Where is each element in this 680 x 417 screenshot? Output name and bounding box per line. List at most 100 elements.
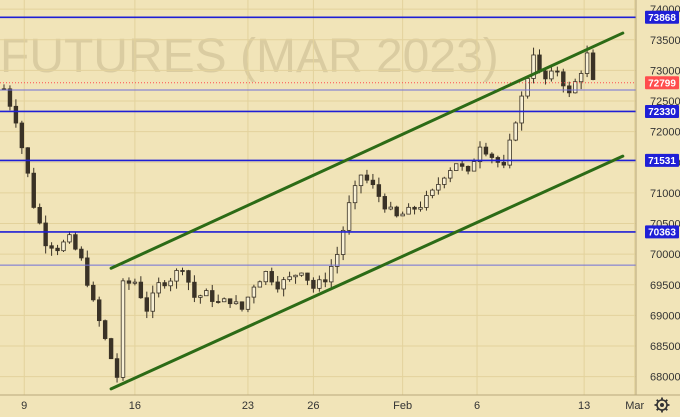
trend-channel-line[interactable] — [109, 154, 625, 391]
candle-body — [364, 174, 370, 181]
candle-body — [477, 146, 483, 162]
candle-body — [531, 54, 536, 79]
time-tick-label: 9 — [21, 400, 27, 412]
candle-body — [471, 161, 477, 172]
price-tick-label: 68500 — [650, 341, 680, 353]
candle-body — [239, 301, 245, 310]
candle-body — [418, 207, 423, 210]
candle-body — [227, 298, 233, 305]
candle-body — [561, 71, 566, 87]
time-tick-label: 16 — [129, 400, 141, 412]
candle-body — [406, 206, 411, 215]
candle-body — [102, 320, 108, 339]
candle-body — [448, 170, 453, 179]
candle-body — [323, 279, 328, 283]
level-price-flag — [645, 153, 679, 167]
last-price-flag-label: 72799 — [648, 78, 676, 89]
candle-body — [156, 282, 161, 294]
candle-body — [186, 270, 191, 283]
candle-body — [305, 272, 310, 281]
candle-body — [293, 274, 298, 278]
candle-body — [31, 172, 36, 208]
time-tick-label: Mar — [625, 400, 644, 412]
candle-body — [114, 358, 120, 378]
candle-body — [204, 290, 209, 297]
candle-body — [334, 254, 340, 267]
candle-body — [424, 195, 429, 208]
level-price-flag-label: 71531 — [648, 156, 676, 167]
candle-body — [573, 81, 578, 94]
candle-body — [43, 222, 48, 247]
candle-body — [91, 284, 96, 301]
candle-body — [382, 196, 387, 210]
candle-body — [376, 184, 382, 197]
candle-body — [525, 78, 530, 97]
candle-body — [37, 207, 42, 224]
candle-body — [138, 281, 144, 299]
candle-body — [352, 185, 358, 204]
candle-body — [126, 280, 132, 284]
candle-body — [507, 139, 512, 166]
candle-body — [269, 271, 274, 283]
time-tick-label: 23 — [242, 400, 254, 412]
candle-body — [311, 279, 316, 289]
price-tick-label: 72000 — [650, 127, 680, 139]
price-tick-label: 68000 — [650, 372, 680, 384]
candle-body — [317, 279, 322, 289]
candle-body — [19, 122, 25, 149]
last-price-flag — [645, 76, 679, 90]
candle-body — [519, 95, 524, 124]
candle-body — [555, 70, 560, 73]
price-tick-label: 73000 — [650, 65, 680, 77]
trend-channel-line[interactable] — [109, 31, 625, 270]
candle-body — [162, 282, 167, 287]
candle-body — [85, 257, 90, 286]
settings-gear-icon[interactable] — [654, 397, 670, 413]
candle-body — [412, 206, 417, 210]
candle-body — [578, 73, 584, 83]
candle-body — [108, 338, 114, 360]
candle-body — [233, 301, 239, 305]
candle-body — [7, 88, 13, 107]
candle-body — [329, 266, 334, 283]
symbol-watermark: FUTURES (MAR 2023) — [0, 30, 499, 83]
candle-body — [221, 298, 227, 303]
level-price-flag-label: 70363 — [648, 228, 676, 239]
candle-body — [590, 52, 596, 80]
candle-body — [97, 299, 102, 322]
candle-body — [394, 206, 399, 217]
time-tick-label: 26 — [307, 400, 319, 412]
candle-body — [537, 54, 542, 72]
candle-body — [144, 297, 149, 312]
candle-body — [483, 146, 489, 155]
candle-body — [584, 52, 590, 74]
price-tick-label: 70000 — [650, 249, 680, 261]
candle-body — [388, 206, 393, 210]
candle-body — [79, 248, 84, 259]
candle-body — [198, 295, 203, 298]
candle-body — [465, 165, 471, 172]
candle-body — [150, 292, 155, 312]
candle-body — [210, 290, 215, 302]
candle-body — [120, 280, 126, 378]
candle-body — [459, 163, 465, 167]
candle-body — [13, 105, 19, 124]
price-tick-label: 71000 — [650, 188, 680, 200]
candle-body — [287, 276, 292, 281]
candle-body — [567, 85, 572, 94]
candle-body — [245, 296, 251, 310]
candle-body — [55, 247, 60, 252]
candle-body — [61, 241, 66, 252]
candle-body — [358, 174, 364, 187]
time-tick-label: Feb — [393, 400, 412, 412]
price-tick-label: 69500 — [650, 280, 680, 292]
candle-body — [489, 153, 495, 158]
price-tick-label: 69000 — [650, 310, 680, 322]
candle-body — [180, 270, 185, 272]
candle-body — [132, 281, 138, 284]
candle-body — [73, 234, 78, 250]
candle-body — [281, 279, 286, 290]
candle-body — [340, 229, 346, 255]
